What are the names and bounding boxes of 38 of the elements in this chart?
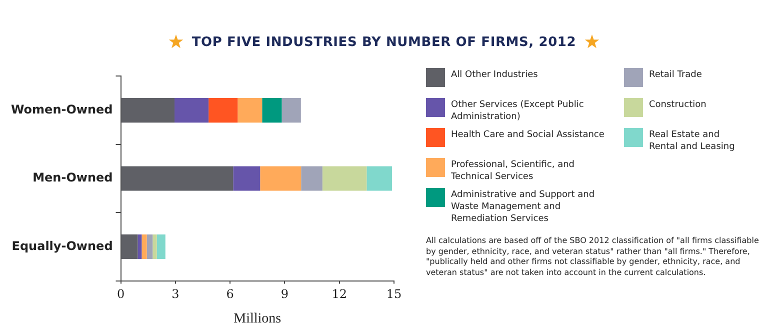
legend-label: Other Services (Except Public Administration): [451, 99, 585, 123]
bar: [322, 166, 367, 191]
x-tick-label: 15: [386, 287, 402, 302]
legend-label: Administrative and Support and Waste Management and Remediation Services: [451, 189, 596, 225]
x-tick-label: 0: [116, 287, 125, 302]
y-tick-label: Equally-Owned: [12, 238, 113, 253]
text: All calculations are based off of the SBO 2012 classification of "all firms classifiable by gender, ethnicity, race, and veteran status" rather than "all firms." Therefore, "publically held and other firms not classifiable by gender, ethnicity, race, and veteran status" are not taken into account in the current calculations.: [426, 236, 760, 278]
x-tick-label: 6: [226, 287, 234, 302]
y-tick-label: Men-Owned: [32, 170, 113, 185]
legend-label: Retail Trade: [649, 69, 702, 81]
x-tick-label: 3: [172, 287, 180, 302]
bar: [142, 234, 147, 259]
bar: [156, 234, 166, 259]
legend-label: Professional, Scientific, and Technical Services: [451, 159, 576, 183]
legend-label: Real Estate and Rental and Leasing: [649, 129, 736, 153]
bar: [238, 98, 262, 123]
legend-label: All Other Industries: [451, 69, 538, 81]
bar: [138, 234, 142, 259]
legend-label: Construction: [649, 99, 706, 111]
bar: [146, 234, 153, 259]
legend-label: Health Care and Social Assistance: [451, 129, 604, 141]
bar: [208, 98, 238, 123]
x-tick-label: 12: [332, 287, 347, 302]
bar: [233, 166, 260, 191]
bar: [174, 98, 209, 123]
bar: [260, 166, 302, 191]
bar: [262, 98, 282, 123]
bar: [301, 166, 322, 191]
x-tick-label: 9: [280, 287, 289, 302]
y-tick-label: Women-Owned: [10, 102, 113, 116]
bar: [121, 234, 138, 259]
bar: [282, 98, 301, 123]
bar: [152, 234, 157, 259]
bar: [366, 166, 392, 191]
chart-title: TOP FIVE INDUSTRIES BY NUMBER OF FIRMS, 2012: [192, 34, 576, 50]
bar: [121, 98, 175, 123]
bar: [121, 166, 234, 191]
x-axis-title: Millions: [234, 311, 282, 326]
